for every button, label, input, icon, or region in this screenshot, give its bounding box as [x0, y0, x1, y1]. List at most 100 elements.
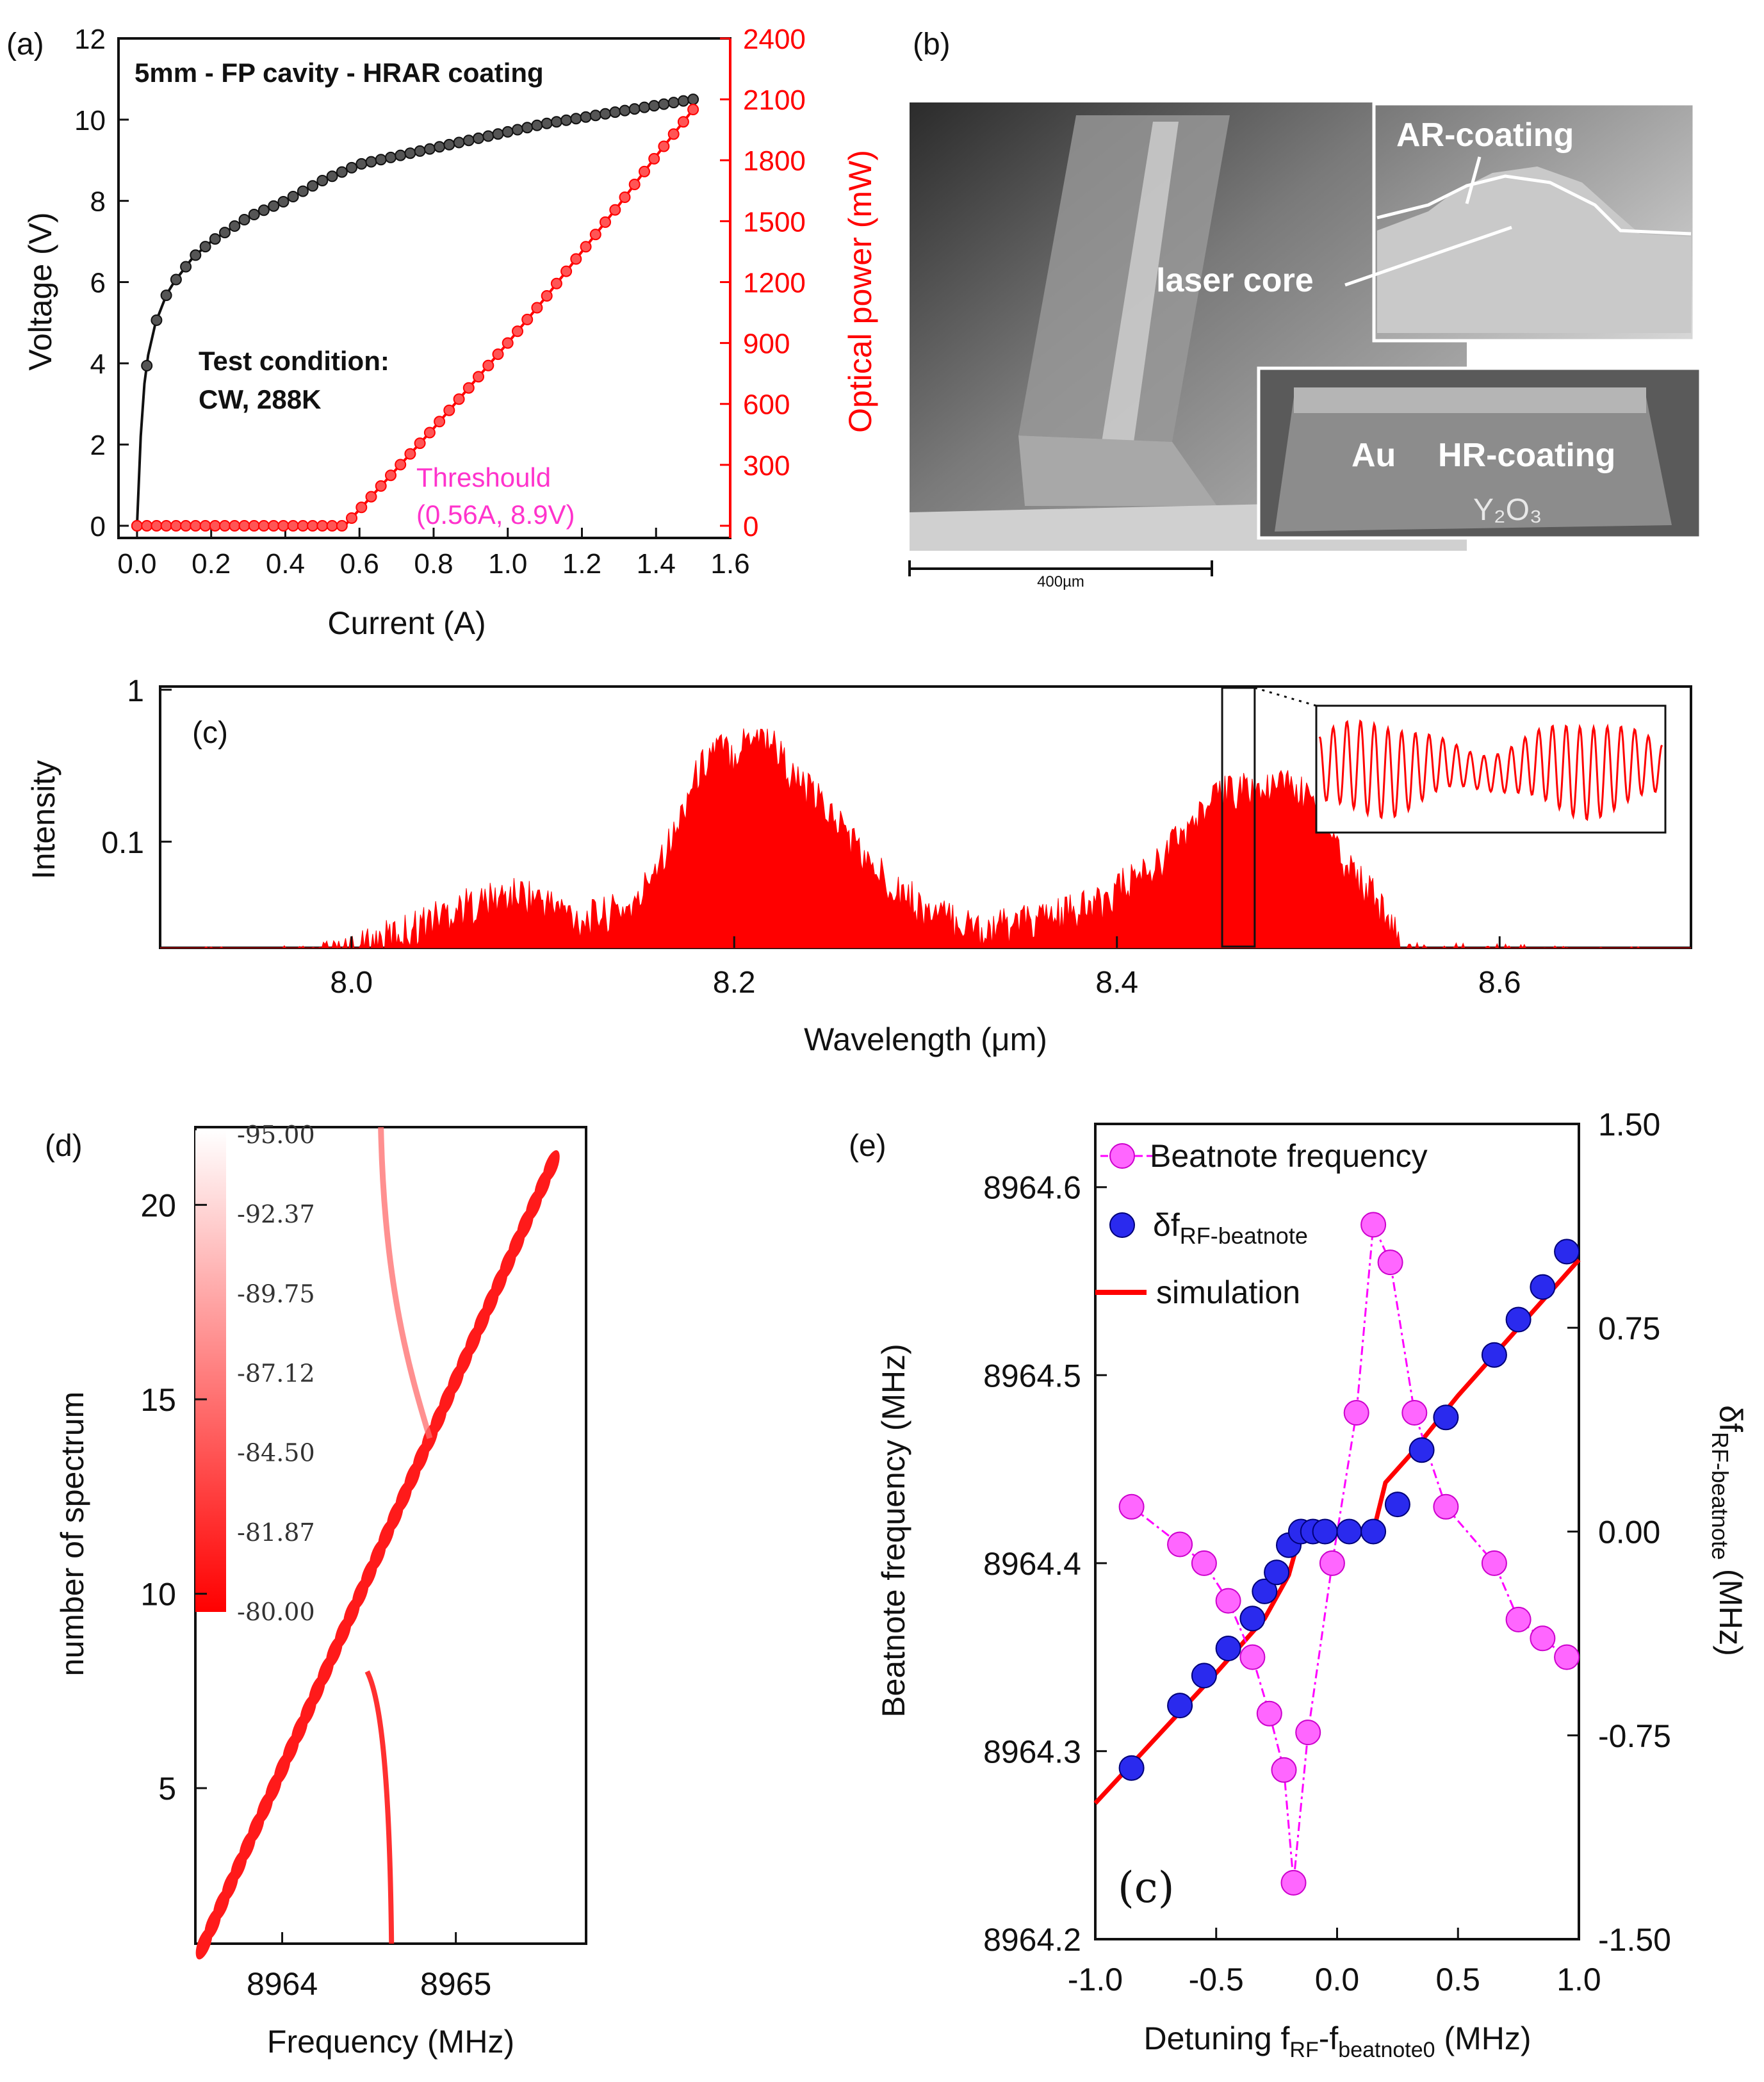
panel-e-beatnote-point [1505, 1606, 1531, 1632]
panel-e-beatnote-point [1481, 1550, 1507, 1576]
panel-d-y-tick-label: 20 [140, 1187, 176, 1223]
panel-a-point [355, 501, 368, 514]
panel-c-ylabel: Intensity [26, 760, 61, 879]
panel-d-letter: (d) [45, 1129, 83, 1163]
panel-a-point [502, 337, 514, 349]
panel-c-inset-region-box [1221, 687, 1256, 948]
panel-c-x-ticks: 8.0 8.2 8.4 8.6 [330, 936, 1521, 1000]
panel-a-point [541, 290, 553, 302]
panel-a-series-line-voltage [135, 98, 694, 526]
panel-a-point [560, 114, 573, 126]
panel-a-point [550, 116, 562, 128]
sem-ridge-highlight [1102, 122, 1179, 442]
panel-e-ylabel-right-main: δf [1713, 1405, 1749, 1432]
panel-a-point [316, 175, 329, 186]
panel-d-vertical-trace-lower [364, 1670, 395, 1944]
panel-a-point [151, 314, 163, 326]
panel-a-point [492, 128, 504, 140]
panel-e-delta-point [1312, 1518, 1338, 1545]
panel-a-y-right-tick-label: 0 [743, 511, 758, 542]
panel-a-point [375, 154, 387, 166]
panel-a-point [512, 325, 523, 338]
panel-e-inner-label: (c) [1118, 1863, 1174, 1912]
panel-a-point [541, 117, 553, 129]
panel-e-beatnote-point [1343, 1400, 1369, 1426]
panel-a-point [326, 520, 338, 532]
panel-a-point [589, 110, 601, 122]
panel-a-point [667, 97, 680, 109]
panel-a-point [404, 448, 416, 460]
panel-e-x-tick-label: 1.0 [1556, 1962, 1601, 1997]
panel-a-point [151, 520, 163, 532]
panel-a-title: 5mm - FP cavity - HRAR coating [135, 58, 544, 88]
panel-c-x-tick-label: 8.2 [713, 966, 756, 1000]
panel-a-point [277, 520, 290, 532]
panel-e: (e) Beatnote frequency δfRF-beatnote sim… [849, 1107, 1749, 2062]
panel-a-x-tick-label: 0.0 [117, 548, 156, 580]
panel-d-y-tick-label: 10 [140, 1577, 176, 1613]
panel-a-point [141, 360, 153, 371]
sem-inset-top-edge [1376, 174, 1692, 236]
panel-a-x-tick-label: 1.0 [488, 548, 527, 580]
panel-e-ylabel-right: δfRF-beatnote (MHz) [1707, 1405, 1749, 1656]
panel-e-x-tick-label: -1.0 [1068, 1962, 1123, 1997]
panel-a-point [677, 95, 689, 107]
panel-a-y-tick-label: 0 [90, 511, 106, 542]
panel-a-point [346, 512, 357, 524]
panel-a-point [385, 151, 396, 163]
panel-e-beatnote-point [1401, 1400, 1428, 1426]
legend-sim-text: simulation [1156, 1274, 1300, 1310]
panel-e-series [1093, 1212, 1581, 1896]
legend-delta-marker [1109, 1212, 1135, 1238]
panel-a-point [473, 371, 484, 383]
panel-e-beatnote-point [1118, 1493, 1145, 1520]
panel-a-point [365, 156, 377, 168]
panel-a-point [600, 108, 611, 120]
panel-a-point [190, 520, 202, 532]
panel-b: (b) AR-coating laser core Au HR-coating … [908, 28, 1703, 590]
panel-c-spectrum-area [160, 728, 1691, 949]
panel-a-y-right-tick-label: 1800 [743, 145, 806, 177]
panel-e-y-tick-label: 8964.2 [983, 1922, 1081, 1958]
panel-a-point [589, 229, 601, 241]
panel-c-y-ticks: 0.11 [101, 674, 172, 860]
panel-a-point [482, 359, 494, 371]
panel-a-point [434, 141, 446, 153]
panel-e-y-right-tick-label: 1.50 [1598, 1107, 1660, 1143]
panel-a-threshold-label: Threshould [416, 462, 551, 492]
panel-e-ylabel-right-unit: (MHz) [1713, 1560, 1749, 1656]
panel-a-point [492, 348, 504, 361]
panel-e-y-tick-label: 8964.4 [983, 1546, 1081, 1582]
panel-a-point [268, 520, 280, 532]
panel-c-y-tick-label: 1 [127, 674, 144, 708]
legend-beatnote-marker [1109, 1143, 1135, 1169]
panel-d-xlabel: Frequency (MHz) [267, 2024, 514, 2060]
panel-a-point [570, 113, 582, 125]
panel-e-beatnote-point [1167, 1531, 1193, 1557]
panel-d-traces [195, 1126, 560, 1960]
panel-a-point [482, 130, 494, 142]
panel-a-point [355, 158, 368, 170]
panel-a-point [297, 520, 309, 532]
colorbar-label: -80.00 [237, 1598, 315, 1626]
panel-a-y-tick-label: 6 [90, 267, 106, 298]
panel-a-y-right-tick-label: 2400 [743, 24, 806, 55]
panel-a-ylabel: Voltage (V) [22, 212, 58, 370]
panel-a-point [180, 520, 192, 532]
panel-a-y-right-tick-label: 600 [743, 389, 790, 421]
panel-a-point [287, 520, 299, 532]
colorbar-label: -92.37 [237, 1200, 315, 1228]
colorbar-label: -87.12 [237, 1360, 315, 1388]
scale-bar-label: 400µm [1037, 573, 1084, 590]
panel-a-point [365, 491, 377, 503]
panel-a-y-tick-label: 4 [90, 348, 106, 380]
panel-a-point [639, 165, 650, 177]
panel-a-x-tick-label: 1.2 [562, 548, 601, 580]
panel-a-point [257, 520, 270, 532]
colorbar-label: -89.75 [237, 1280, 315, 1308]
panel-a-point [268, 200, 280, 212]
panel-a-point [687, 94, 699, 106]
panel-a-xlabel: Current (A) [327, 605, 486, 641]
sem-ridge [1018, 115, 1230, 442]
